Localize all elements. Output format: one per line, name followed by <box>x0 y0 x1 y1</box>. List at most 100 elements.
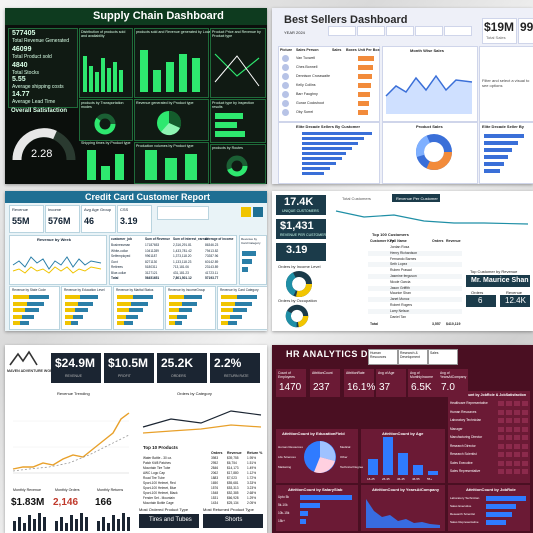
person-avatar <box>282 82 289 89</box>
most-ordered-tile <box>139 514 199 528</box>
production-bar <box>185 154 197 180</box>
job-role-cell <box>522 469 528 474</box>
year-filter-button[interactable] <box>386 26 414 36</box>
mini-bar <box>127 517 130 531</box>
revenue-bar-yellow <box>169 295 184 299</box>
job-role-cell <box>498 460 504 466</box>
filter-note: Filter and select a visual to see option… <box>482 78 530 88</box>
kpi-stock-label: Total Stocks <box>12 70 39 76</box>
credit-card-title: Credit Card Customer Report <box>85 192 211 202</box>
revenue-bar-blue <box>221 301 252 306</box>
total-sales-label: Total Sales <box>486 35 506 40</box>
distribution-bar <box>89 66 93 92</box>
job-table-cell: Govt <box>111 259 118 264</box>
department-filter-button[interactable] <box>368 349 398 365</box>
income-level-donut <box>286 271 312 297</box>
mini-bar <box>23 523 26 531</box>
person-avatar <box>282 109 289 116</box>
revenue-type-pie <box>157 110 182 136</box>
job-table-cell: Businessman <box>111 243 131 247</box>
job-role-cell <box>506 418 512 423</box>
top-orders-label: Orders <box>471 290 484 295</box>
year-filter-button[interactable] <box>415 26 443 36</box>
tab-revenue-per-customer-bg[interactable] <box>392 194 440 202</box>
revenue-bar-yellow <box>13 321 20 325</box>
products-table-cell: Sport-100 Helmet, Black <box>143 491 178 495</box>
revenue-bar-yellow <box>221 295 237 299</box>
sales-bar <box>358 74 372 79</box>
elite-customer-bar <box>302 162 336 165</box>
year-filter-button[interactable] <box>328 26 356 36</box>
price-revenue-lines <box>214 53 260 87</box>
products-table-header: Revenue <box>227 451 242 455</box>
hr-kpi-card <box>438 369 468 397</box>
customer-name: Jasmine ferguson <box>390 274 417 278</box>
hr-kpi-card <box>344 369 374 397</box>
years-title: AttritionCount by YearsAtCompany <box>372 487 440 492</box>
kpi-value: 3.19 <box>120 216 138 226</box>
person-avatar <box>282 91 289 98</box>
mini-bar <box>43 517 46 531</box>
customer-name: Jason Griffith <box>390 285 410 290</box>
salary-bar <box>300 519 306 524</box>
occupation-title: Orders by Occupation <box>278 298 317 303</box>
job-role-cell <box>522 401 528 406</box>
kpi-label: CSS <box>120 207 129 212</box>
job-role-cell <box>506 452 512 457</box>
top-products-title: Top 10 Products <box>143 445 178 450</box>
job-table-cell: 79413.82 <box>205 248 219 253</box>
revenue-bar-blue <box>221 321 237 325</box>
customer-name: Ruben Prasad <box>390 268 412 273</box>
customer-row-bg <box>368 274 462 279</box>
product-sales-card <box>382 122 478 184</box>
mini-bar <box>75 519 78 531</box>
kpi-shipping-value: 5.55 <box>12 76 26 83</box>
chart-box-routes <box>210 144 266 184</box>
department-filter-button[interactable] <box>398 349 428 365</box>
job-table-cell: 1,433,781.42 <box>173 248 192 253</box>
revenue-bar-yellow <box>13 308 25 312</box>
job-role-cell <box>506 426 512 432</box>
tab-revenue-per-customer[interactable]: Revenue Per Customer <box>396 196 438 201</box>
salary-bar <box>300 495 352 500</box>
job-role-cell <box>522 418 528 423</box>
tab-total-customers[interactable]: Total Customers <box>342 196 371 201</box>
job-table-cell: 60142.89 <box>205 259 219 264</box>
products-table-cell: 3983 <box>211 456 219 460</box>
job-table-cell: 1,373,118.20 <box>173 254 192 258</box>
department-filter-label: Research & Development <box>400 351 420 359</box>
filter-swatch-b[interactable] <box>253 207 263 217</box>
products-table-cell: 1548 <box>211 491 219 495</box>
department-filter-button[interactable] <box>428 349 458 365</box>
revenue-week-card <box>9 235 107 285</box>
kpi-value: 55M <box>12 216 30 226</box>
jobrole-bar <box>486 504 516 509</box>
revenue-bar-yellow <box>65 321 71 325</box>
second-kpi-card <box>518 18 533 44</box>
routes-donut <box>226 155 248 177</box>
year-filter-button[interactable] <box>444 26 472 36</box>
customer-table-header: Full Name <box>390 239 407 243</box>
revenue-bar-blue <box>65 295 98 299</box>
kpi-sold-label: Total Product sold <box>12 54 52 60</box>
revenue-bar-yellow <box>117 321 124 325</box>
revenue-bar-yellow <box>169 301 182 306</box>
mini-label: Monthly Returns <box>97 488 124 492</box>
elite-customer-bar <box>302 152 346 155</box>
mini-bar <box>112 515 115 531</box>
credit-card-dashboard: Credit Card Customer Report Revenue by W… <box>5 191 267 331</box>
job-role-label: Healthcare Representative <box>450 401 488 405</box>
customer-name: Maurice Shan <box>390 291 411 296</box>
products-table-cell: $6,754 <box>227 461 237 465</box>
filter-swatch-a[interactable] <box>241 207 251 217</box>
customer-row-bg <box>368 285 462 291</box>
kpi-label: PROFIT <box>118 374 131 378</box>
product-sales-donut <box>416 134 452 170</box>
job-table-cell: 713,181.06 <box>173 265 189 269</box>
job-role-cell <box>514 469 520 474</box>
week-filter[interactable] <box>157 206 209 220</box>
year-filter-button[interactable] <box>357 26 385 36</box>
job-role-cell <box>506 460 512 466</box>
job-table-cell: 41723.11 <box>205 270 219 275</box>
elite-seller-bar <box>484 148 512 152</box>
